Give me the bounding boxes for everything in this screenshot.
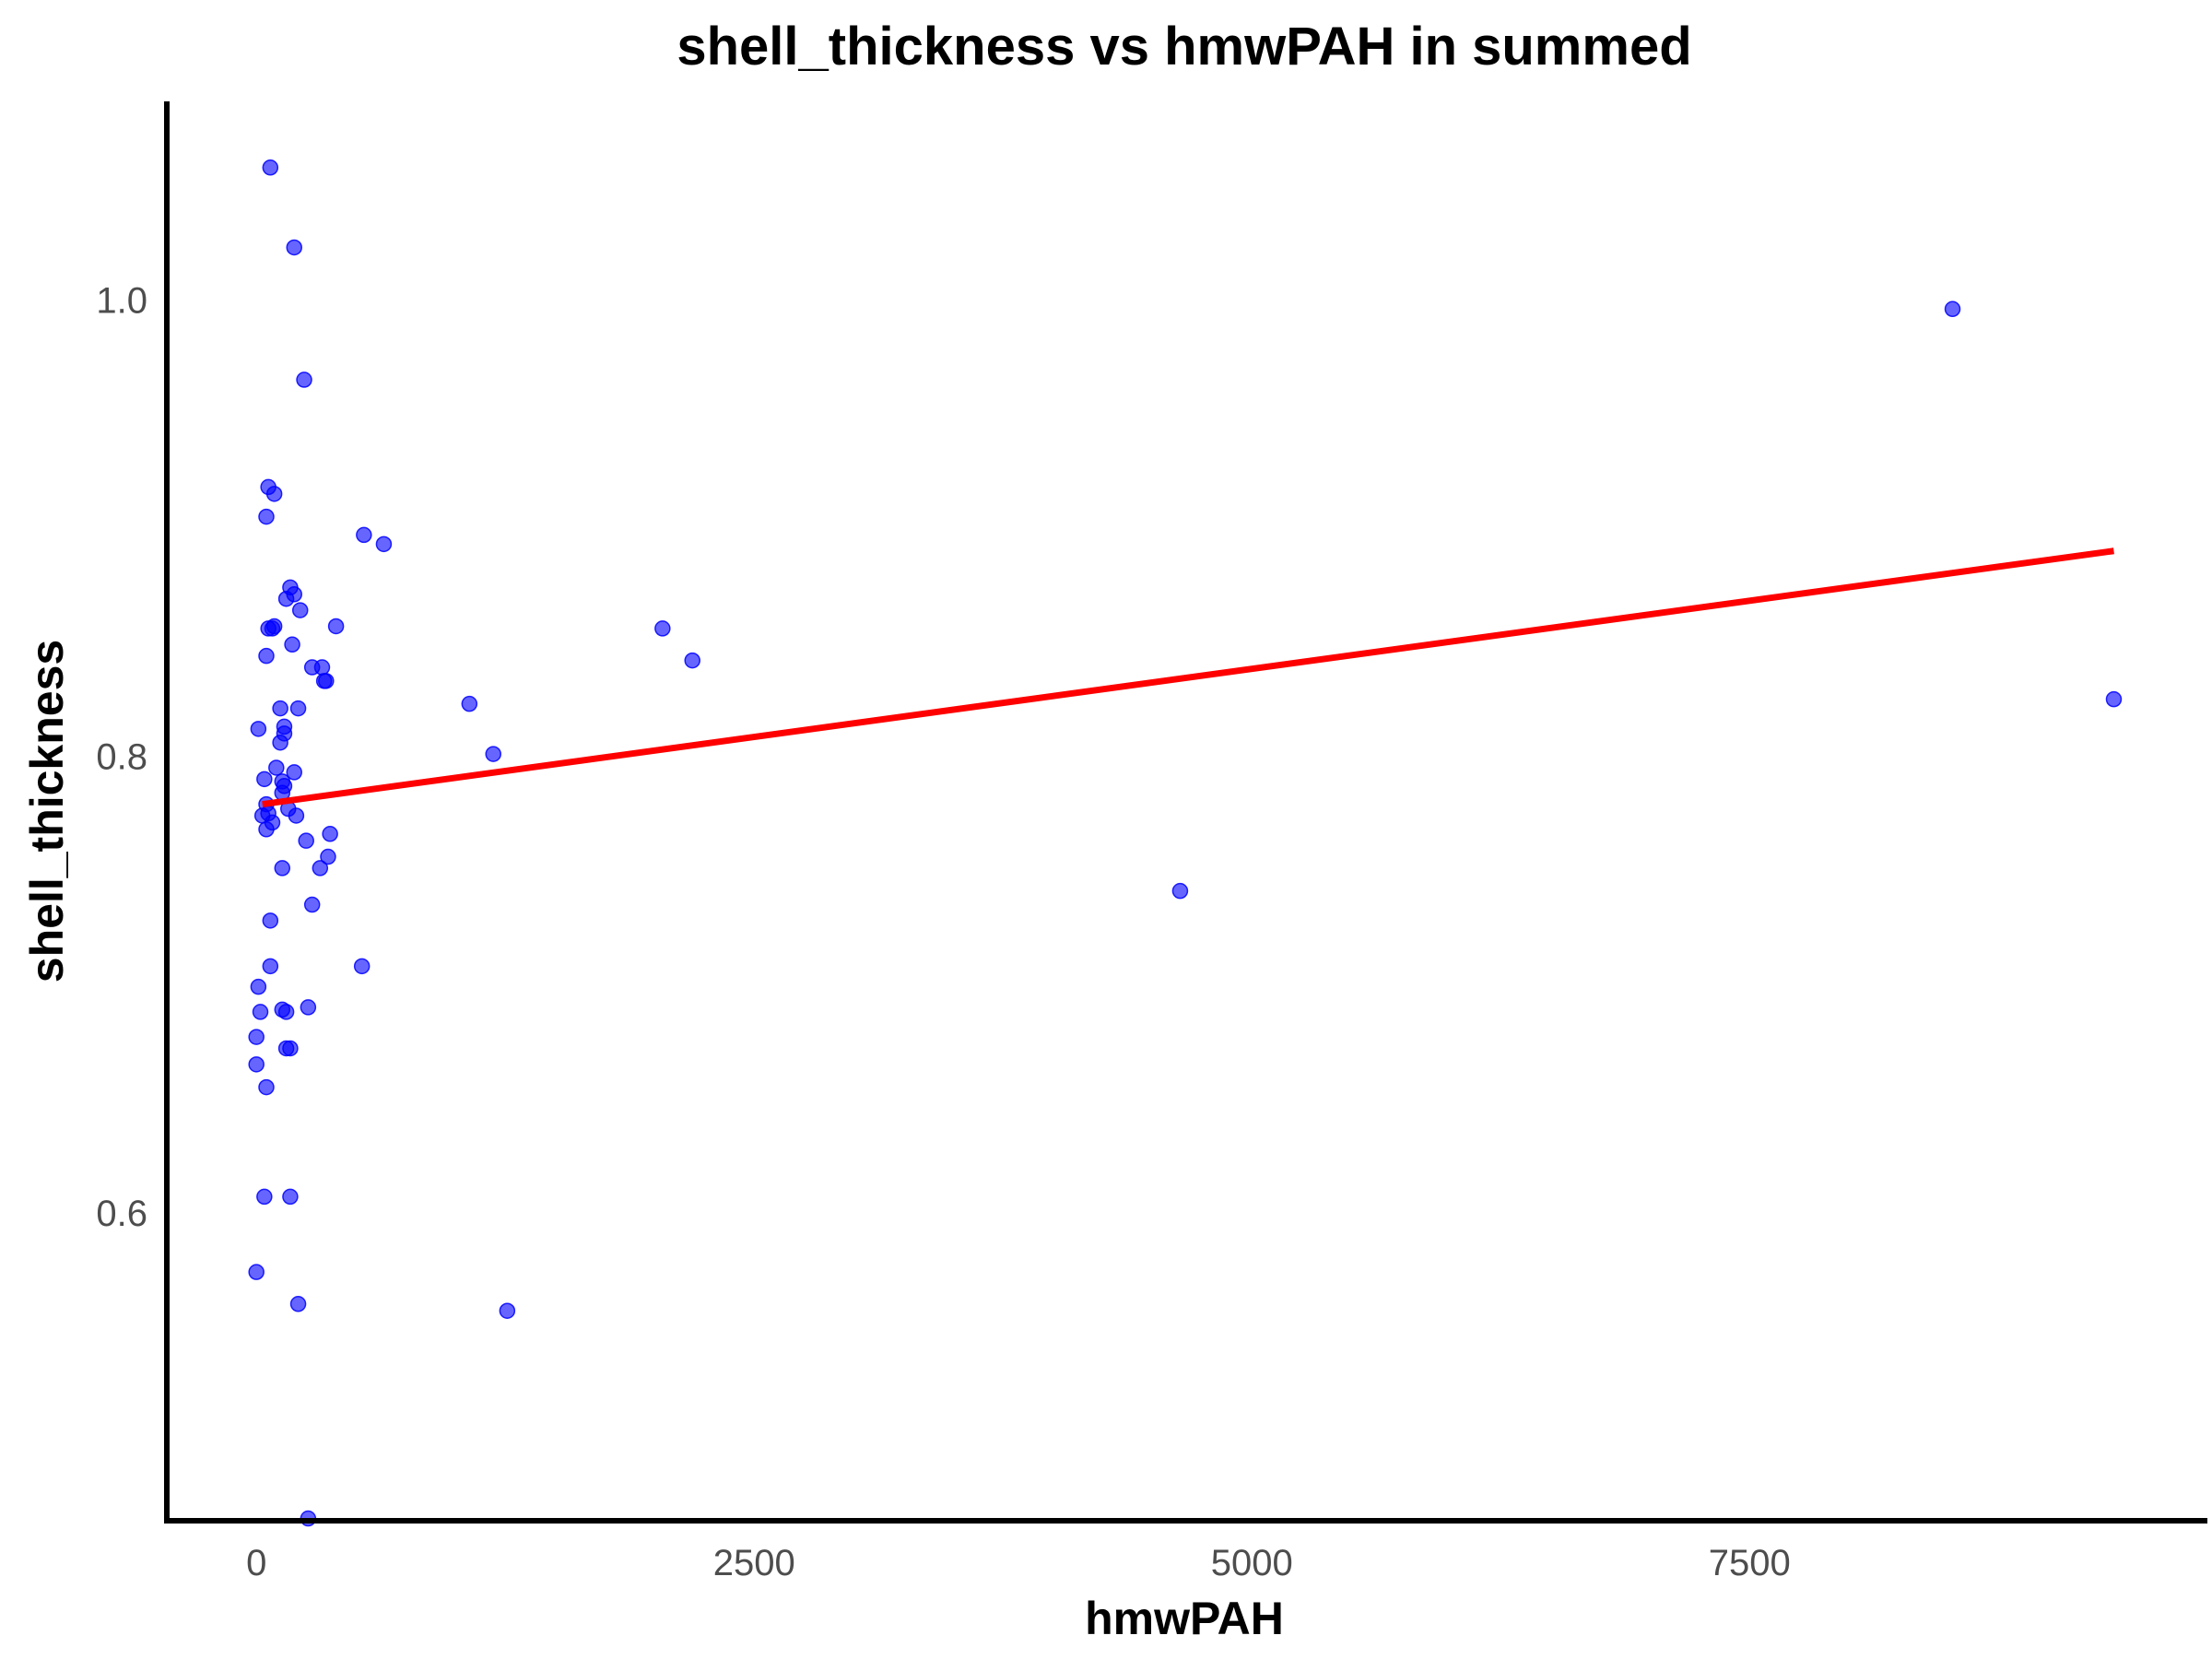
- data-point: [375, 535, 393, 553]
- x-tick-label: 7500: [1709, 1543, 1791, 1583]
- data-point: [312, 860, 329, 877]
- data-point: [248, 1056, 265, 1073]
- data-point: [288, 807, 305, 824]
- x-tick-label: 2500: [713, 1543, 795, 1583]
- data-point: [282, 1040, 299, 1057]
- data-point: [268, 759, 285, 776]
- data-point: [684, 652, 700, 669]
- data-point: [298, 832, 314, 849]
- y-tick-label: 0.6: [96, 1194, 147, 1234]
- data-point: [265, 618, 283, 635]
- data-point: [258, 647, 275, 665]
- data-point: [284, 636, 300, 653]
- data-point: [274, 860, 291, 877]
- data-point: [262, 958, 279, 975]
- trend-line: [262, 547, 2114, 808]
- y-tick-label: 1.0: [96, 280, 147, 321]
- data-point: [2105, 690, 2123, 708]
- plot-area: [248, 159, 2123, 1527]
- data-point: [289, 1296, 307, 1312]
- data-point: [258, 821, 275, 838]
- x-axis-title: hmwPAH: [1085, 1593, 1284, 1644]
- data-point: [277, 590, 295, 607]
- data-point: [262, 159, 279, 176]
- data-point: [1944, 300, 1961, 318]
- data-point: [289, 700, 307, 717]
- x-tick-label: 0: [246, 1543, 266, 1583]
- chart-title: shell_thickness vs hmwPAH in summed: [677, 17, 1691, 76]
- data-point: [499, 1302, 516, 1319]
- y-axis-title: shell_thickness: [21, 640, 73, 982]
- data-point: [356, 526, 372, 544]
- data-point: [265, 486, 283, 502]
- data-point: [250, 721, 267, 737]
- data-point: [461, 695, 478, 712]
- data-point: [250, 978, 267, 995]
- x-tick-label: 5000: [1211, 1543, 1293, 1583]
- data-point: [286, 239, 302, 256]
- data-point: [654, 620, 671, 637]
- data-point: [353, 958, 371, 975]
- data-point: [262, 912, 279, 929]
- data-point: [327, 618, 345, 635]
- data-point: [300, 999, 317, 1016]
- data-point: [320, 848, 336, 865]
- data-point: [1171, 882, 1189, 900]
- data-point: [282, 1188, 299, 1206]
- y-axis-ticks: 0.6 0.8 1.0: [96, 280, 147, 1233]
- data-point: [252, 1004, 269, 1020]
- data-point: [322, 826, 338, 842]
- data-point: [256, 771, 273, 788]
- data-point: [258, 508, 275, 525]
- data-point: [272, 734, 288, 751]
- data-point: [296, 371, 312, 388]
- data-point: [291, 602, 309, 618]
- data-point: [272, 700, 288, 717]
- y-tick-label: 0.8: [96, 737, 147, 778]
- data-point: [277, 1004, 295, 1020]
- x-axis-ticks: 0 2500 5000 7500: [246, 1543, 1791, 1583]
- data-point: [256, 1188, 273, 1206]
- data-point: [485, 746, 501, 762]
- data-point: [248, 1029, 265, 1045]
- data-point: [318, 673, 335, 689]
- data-point: [313, 659, 331, 676]
- data-point: [286, 764, 302, 781]
- data-point: [303, 896, 321, 913]
- data-point: [258, 1078, 275, 1096]
- data-point: [248, 1264, 265, 1280]
